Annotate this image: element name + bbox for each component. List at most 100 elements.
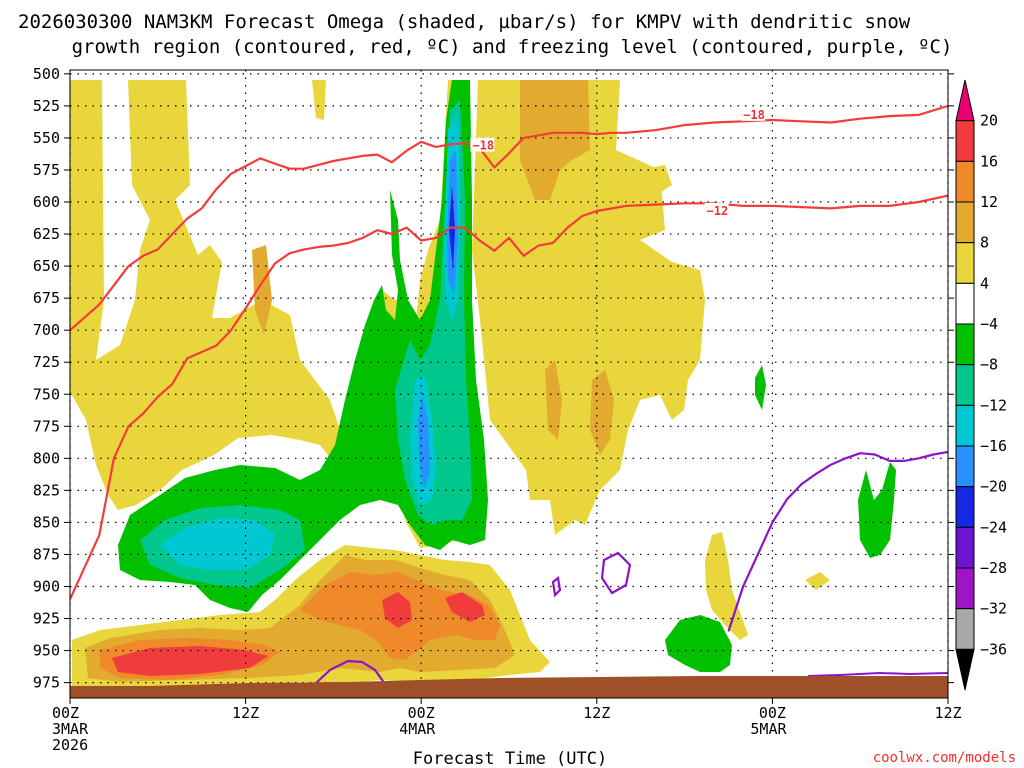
contour-label-background	[470, 137, 495, 152]
colorbar-segment	[955, 120, 975, 162]
y-tick-label: 750	[33, 385, 60, 403]
contour-label: −18	[472, 139, 494, 153]
omega-negative-region	[118, 80, 488, 612]
omega-positive-region	[112, 646, 268, 676]
colorbar-label: −4	[980, 315, 998, 333]
x-tick-label: 00Z	[759, 704, 786, 722]
y-tick-label: 950	[33, 642, 60, 660]
colorbar-segment	[955, 608, 975, 650]
colorbar-label: −20	[980, 478, 1007, 496]
omega-positive-region	[520, 80, 590, 200]
omega-positive-region	[805, 572, 830, 590]
y-tick-label: 825	[33, 481, 60, 499]
colorbar-segment	[955, 160, 975, 203]
colorbar-segment	[955, 242, 975, 284]
y-tick-label: 875	[33, 545, 60, 563]
colorbar-label: −32	[980, 600, 1007, 618]
contour-line	[727, 450, 948, 632]
colorbar: 20 16 12 8 4 −4 −8 −12 −16 −20 −24 −28 −32 −36	[955, 79, 1007, 691]
omega-negative-region	[160, 518, 275, 570]
colorbar-label: 20	[980, 112, 998, 130]
freezing-level-closed-contours	[314, 551, 948, 685]
colorbar-label: 16	[980, 152, 998, 170]
omega-negative-region	[665, 615, 732, 672]
colorbar-segment	[955, 364, 975, 406]
y-tick-label: 550	[33, 129, 60, 147]
y-tick-label: 975	[33, 674, 60, 692]
y-axis: 500 525 550 575 600 625 650 675 700 725 750 775 800 8…	[33, 65, 954, 692]
contour-label-background	[704, 202, 729, 217]
omega-positive-region	[382, 592, 412, 628]
y-tick-label: 675	[33, 289, 60, 307]
y-tick-label: 775	[33, 417, 60, 435]
colorbar-segment	[955, 526, 975, 569]
x-axis-title: Forecast Time (UTC)	[413, 749, 607, 768]
colorbar-label: 12	[980, 193, 998, 211]
y-tick-label: 850	[33, 513, 60, 531]
colorbar-segment	[955, 404, 975, 447]
freezing-level-contour	[807, 671, 948, 677]
chart-title-line-1: 2026030300 NAM3KM Forecast Omega (shaded…	[18, 11, 911, 33]
x-tick-label: 12Z	[583, 704, 610, 722]
chart-title-line-2: growth region (contoured, red, ºC) and f…	[72, 36, 953, 58]
omega-positive-region	[445, 592, 485, 622]
omega-positive-region	[590, 370, 614, 455]
x-tick-date-label: 5MAR	[750, 720, 787, 738]
colorbar-label: −36	[980, 640, 1007, 658]
y-tick-label: 900	[33, 577, 60, 595]
contour-label: −18	[743, 108, 765, 122]
omega-positive-region	[312, 80, 326, 120]
omega-shading	[70, 80, 896, 690]
omega-negative-region	[755, 365, 766, 410]
colorbar-label: 4	[980, 274, 989, 292]
y-tick-label: 800	[33, 449, 60, 467]
colorbar-segment	[955, 201, 975, 244]
colorbar-label: −16	[980, 437, 1007, 455]
y-tick-label: 625	[33, 225, 60, 243]
colorbar-segment	[955, 445, 975, 488]
contour-labels: −18 −18 −12	[470, 106, 766, 218]
colorbar-segment	[955, 323, 975, 366]
x-tick-date-label: 4MAR	[399, 720, 436, 738]
contour-line	[70, 104, 948, 332]
colorbar-label: −8	[980, 356, 998, 374]
y-tick-label: 725	[33, 353, 60, 371]
colorbar-bottom-arrow	[955, 648, 975, 691]
freezing-level-contour	[551, 575, 562, 598]
y-tick-label: 700	[33, 321, 60, 339]
colorbar-label: −12	[980, 396, 1007, 414]
credit-text[interactable]: coolwx.com/models	[873, 750, 1016, 766]
y-tick-label: 925	[33, 610, 60, 628]
terrain-ground	[70, 676, 948, 698]
x-tick-date-label: 3MAR	[52, 720, 89, 738]
contour-label-background	[741, 106, 766, 121]
freezing-level-contour	[600, 551, 632, 595]
x-tick-label: 12Z	[934, 704, 961, 722]
y-tick-label: 575	[33, 161, 60, 179]
omega-positive-region	[640, 165, 672, 198]
omega-positive-region	[545, 360, 562, 440]
colorbar-label: 8	[980, 234, 989, 252]
colorbar-top-arrow	[955, 79, 975, 122]
omega-positive-region	[252, 245, 272, 335]
contour-label: −12	[707, 204, 729, 218]
colorbar-segment	[955, 282, 975, 325]
omega-negative-region	[418, 395, 430, 490]
y-tick-label: 525	[33, 97, 60, 115]
y-tick-label: 500	[33, 65, 60, 83]
y-tick-label: 650	[33, 257, 60, 275]
x-tick-label: 12Z	[232, 704, 259, 722]
x-tick-year-label: 2026	[52, 736, 88, 754]
y-tick-label: 600	[33, 193, 60, 211]
colorbar-label: −24	[980, 518, 1007, 536]
colorbar-segment	[955, 486, 975, 528]
x-tick-label: 00Z	[408, 704, 435, 722]
freezing-level-contour	[314, 659, 386, 685]
colorbar-label: −28	[980, 559, 1007, 577]
colorbar-segment	[955, 567, 975, 610]
omega-positive-region	[705, 532, 748, 640]
plot-frame	[69, 69, 949, 699]
x-tick-label: 00Z	[52, 704, 79, 722]
